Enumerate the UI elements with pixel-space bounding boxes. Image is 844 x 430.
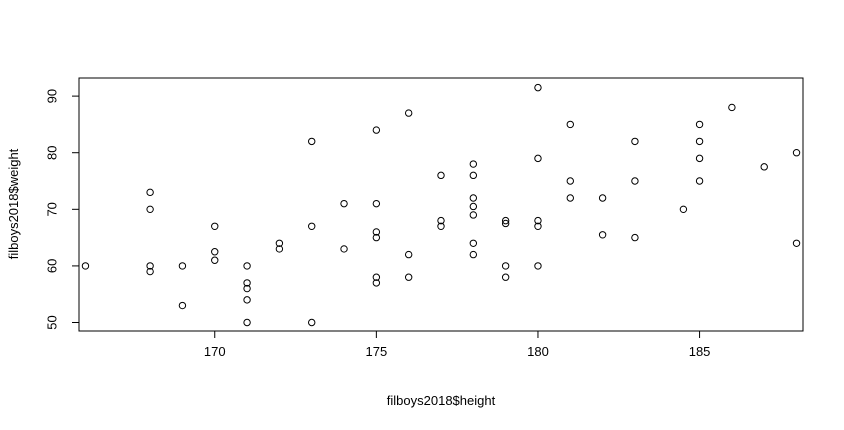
data-point (340, 245, 348, 253)
data-point (308, 318, 316, 327)
data-point (469, 171, 478, 180)
data-point (534, 262, 542, 270)
data-point (404, 109, 413, 117)
data-point (566, 177, 574, 185)
data-point (534, 222, 542, 230)
data-point (437, 216, 445, 225)
data-point (598, 231, 607, 239)
data-point (178, 262, 187, 270)
data-point (372, 199, 381, 208)
data-point (566, 120, 574, 129)
data-point (243, 318, 251, 327)
data-point (243, 284, 251, 293)
data-point (243, 296, 251, 304)
data-point (340, 199, 348, 208)
data-point (275, 239, 284, 247)
data-point (211, 256, 219, 264)
data-point (372, 273, 381, 281)
data-point (437, 222, 445, 230)
data-point (372, 228, 381, 236)
data-point (211, 222, 219, 230)
data-point (631, 137, 639, 146)
data-point (534, 83, 542, 92)
data-point (437, 171, 445, 180)
data-point (146, 262, 154, 270)
y-tick-label: 60 (45, 259, 60, 273)
data-point (631, 233, 639, 242)
data-point (81, 262, 90, 270)
data-point (372, 126, 381, 134)
x-tick-label: 175 (366, 344, 388, 359)
x-axis-title: filboys2018$height (387, 393, 496, 408)
y-tick-label: 90 (45, 89, 60, 103)
data-point (469, 194, 478, 202)
data-point (275, 245, 284, 253)
data-point (534, 154, 542, 163)
data-point (469, 250, 478, 259)
y-tick-label: 80 (45, 145, 60, 159)
data-point (243, 262, 251, 270)
data-point (501, 262, 510, 270)
data-point (760, 163, 768, 171)
data-point (469, 160, 478, 168)
data-point (469, 202, 478, 211)
data-point (501, 219, 510, 228)
data-point (372, 279, 381, 287)
data-point (792, 239, 801, 247)
data-point (501, 273, 510, 281)
data-point (469, 239, 478, 247)
data-point (679, 205, 688, 214)
y-tick-label: 50 (45, 315, 60, 329)
data-point (469, 211, 478, 219)
data-point (146, 205, 154, 214)
data-point (178, 301, 187, 310)
data-point (695, 154, 704, 163)
x-tick-label: 170 (204, 344, 226, 359)
plot-area-border (78, 77, 804, 332)
y-tick-label: 70 (45, 202, 60, 216)
x-axis: 170 175 180 185 (204, 330, 711, 359)
data-point (308, 222, 316, 230)
data-point (695, 120, 704, 129)
data-point (534, 216, 542, 225)
data-point (501, 216, 510, 225)
data-point (695, 137, 704, 146)
data-point (372, 233, 381, 242)
data-point (308, 137, 316, 146)
x-tick-label: 185 (689, 344, 711, 359)
x-tick-label: 180 (527, 344, 549, 359)
data-point (146, 267, 154, 276)
data-point (728, 103, 736, 112)
data-point (792, 149, 801, 157)
data-points (81, 83, 801, 327)
data-point (243, 279, 251, 287)
y-axis-title: filboys2018$weight (6, 148, 21, 259)
data-point (404, 273, 413, 281)
y-axis: 50 60 70 80 90 (45, 89, 80, 330)
data-point (404, 250, 413, 259)
data-point (566, 194, 574, 202)
data-point (631, 177, 639, 185)
data-point (211, 248, 219, 256)
data-point (695, 177, 704, 185)
data-point (146, 188, 154, 197)
data-point (598, 194, 607, 202)
